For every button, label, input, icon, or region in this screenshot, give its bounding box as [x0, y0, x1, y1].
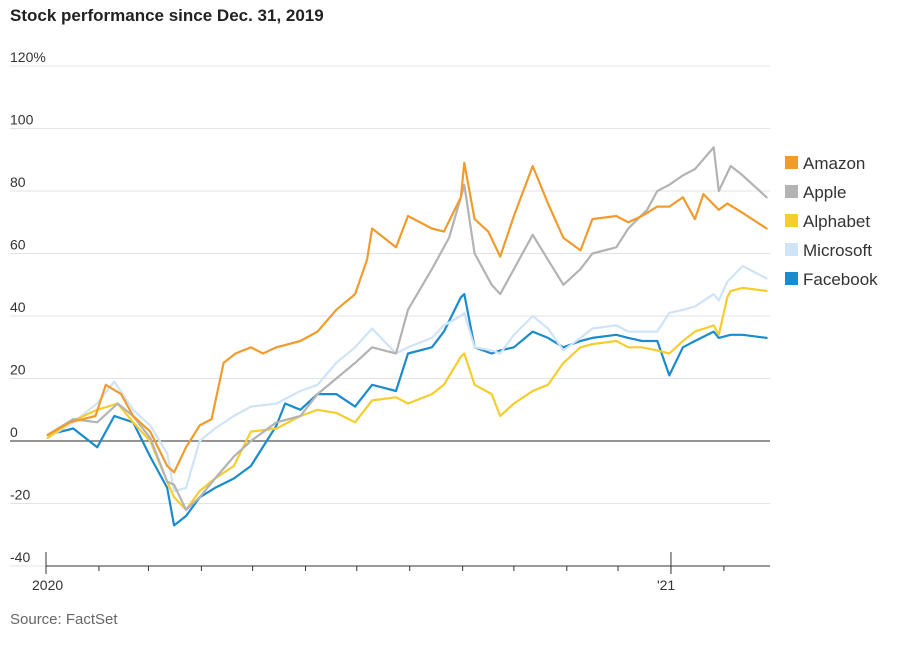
- x-tick-label: '21: [657, 577, 675, 593]
- x-tick-label: 2020: [32, 577, 63, 593]
- x-axis: 2020 '21: [32, 552, 770, 593]
- series-line-apple: [46, 146, 768, 511]
- y-tick-label: 0: [10, 424, 18, 440]
- series-line-microsoft: [46, 264, 768, 493]
- y-tick-label: 100: [10, 112, 34, 128]
- y-tick-label: 40: [10, 299, 26, 315]
- series-line-amazon: [46, 161, 768, 474]
- legend-label-apple: Apple: [803, 183, 846, 202]
- y-tick-label: 20: [10, 362, 26, 378]
- legend-swatch-amazon: [785, 156, 798, 169]
- y-tick-label: 120%: [10, 49, 46, 65]
- legend-swatch-facebook: [785, 272, 798, 285]
- legend-label-microsoft: Microsoft: [803, 241, 872, 260]
- chart-title: Stock performance since Dec. 31, 2019: [10, 6, 324, 25]
- legend: Amazon Apple Alphabet Microsoft Facebook: [785, 154, 878, 289]
- y-tick-label: 60: [10, 237, 26, 253]
- series-line-alphabet: [46, 286, 768, 511]
- legend-swatch-microsoft: [785, 243, 798, 256]
- legend-swatch-apple: [785, 185, 798, 198]
- y-tick-label: -40: [10, 549, 30, 565]
- source-note: Source: FactSet: [10, 611, 118, 628]
- legend-label-facebook: Facebook: [803, 270, 878, 289]
- y-axis-labels: -40 -20 0 20 40 60 80 100 120%: [10, 49, 46, 565]
- legend-label-alphabet: Alphabet: [803, 212, 870, 231]
- y-tick-label: -20: [10, 487, 30, 503]
- gridlines: [10, 65, 770, 567]
- legend-swatch-alphabet: [785, 214, 798, 227]
- series-lines: [46, 146, 768, 527]
- legend-label-amazon: Amazon: [803, 154, 865, 173]
- y-tick-label: 80: [10, 174, 26, 190]
